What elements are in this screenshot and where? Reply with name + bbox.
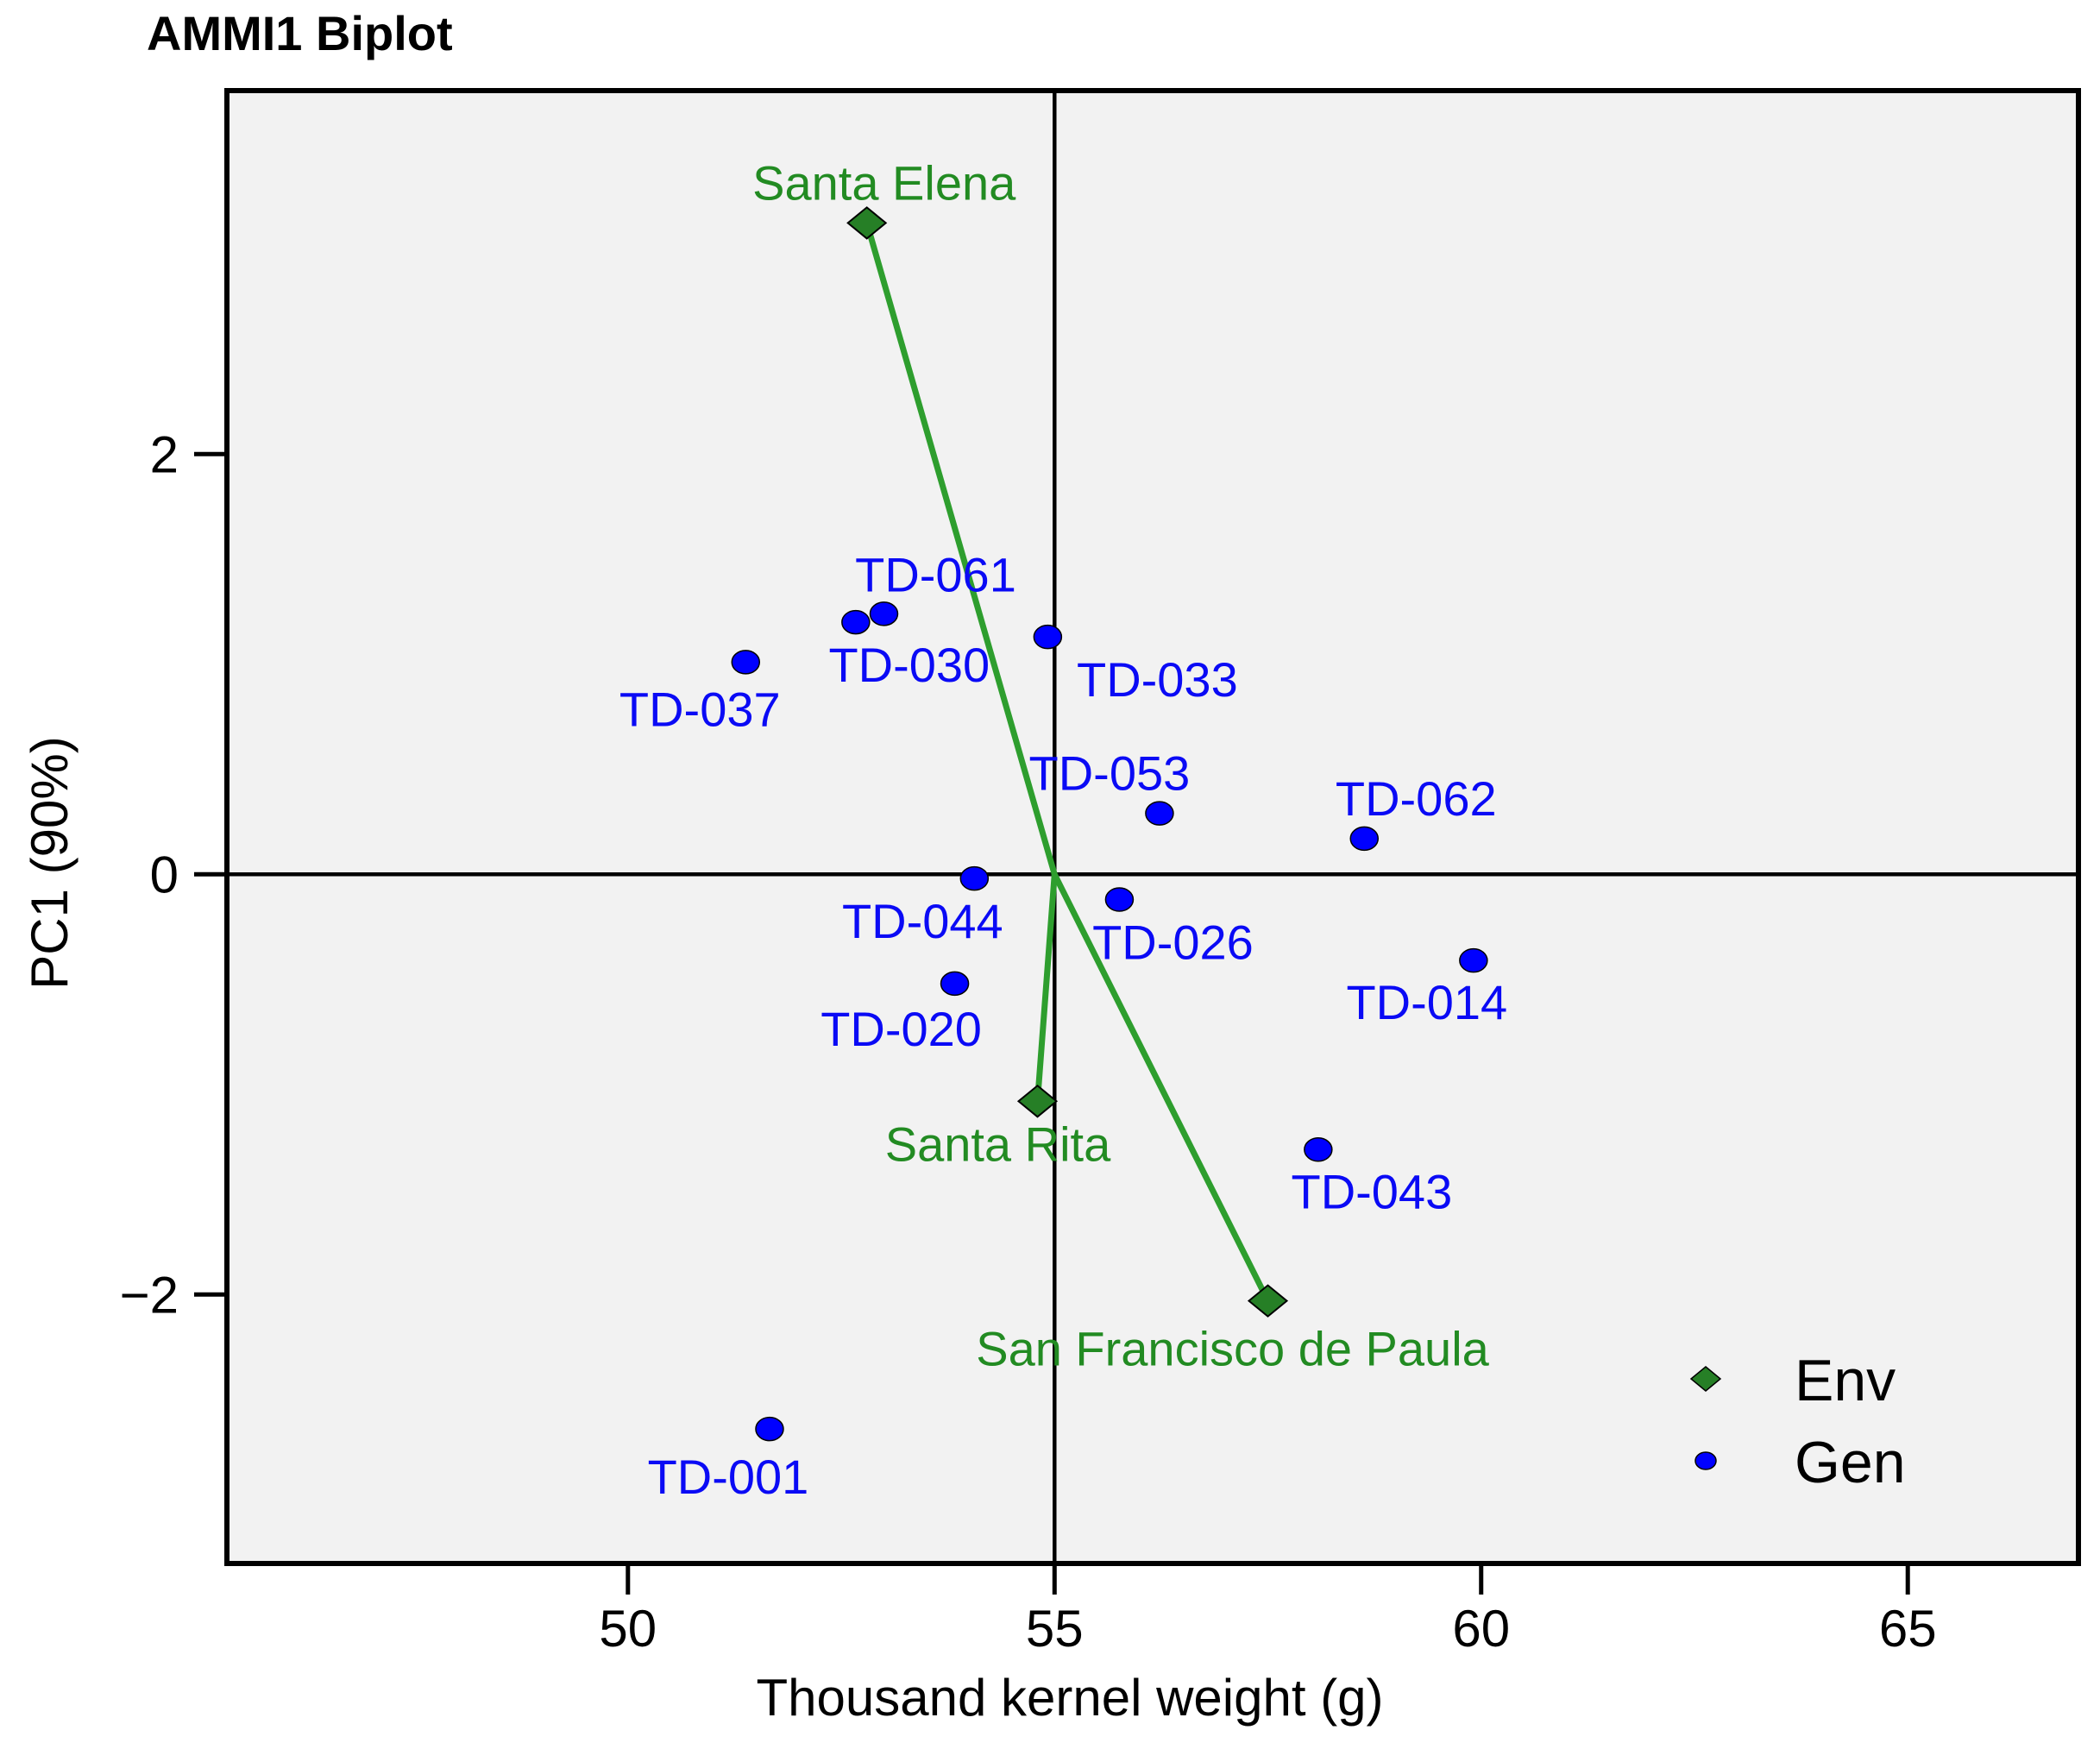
gen-marker bbox=[869, 601, 899, 626]
gen-marker bbox=[731, 650, 761, 675]
x-axis-title: Thousand kernel weight (g) bbox=[756, 1669, 1383, 1727]
legend-item-label: Gen bbox=[1795, 1430, 1906, 1495]
env-spoke-line bbox=[1034, 871, 1058, 1104]
gen-marker bbox=[1349, 826, 1380, 852]
gen-label: TD-037 bbox=[619, 682, 781, 736]
gen-label: TD-020 bbox=[821, 1002, 982, 1056]
plot-panel bbox=[227, 91, 2078, 1563]
env-label: Santa Elena bbox=[752, 155, 1016, 210]
y-tick-label: 0 bbox=[150, 846, 179, 903]
gen-marker bbox=[1104, 887, 1135, 912]
gen-label: TD-062 bbox=[1336, 771, 1497, 826]
gen-marker bbox=[940, 971, 970, 997]
panel-background bbox=[227, 91, 2078, 1563]
point-labels: Santa Elena Santa Rita San Francisco de Pa… bbox=[619, 155, 1507, 1504]
legend-gen-marker-icon bbox=[1694, 1451, 1717, 1470]
legend: Env Gen bbox=[1689, 1348, 1906, 1495]
y-tick-label: 2 bbox=[150, 425, 179, 483]
x-tick-label: 50 bbox=[599, 1600, 657, 1658]
gen-marker bbox=[755, 1416, 784, 1442]
env-spoke-line bbox=[864, 219, 1058, 878]
legend-env-marker-icon bbox=[1689, 1366, 1722, 1392]
gen-marker bbox=[959, 865, 990, 891]
reference-lines bbox=[227, 91, 2078, 1563]
y-axis-title: PC1 (90%) bbox=[21, 736, 79, 989]
env-spoke-line bbox=[1051, 871, 1272, 1305]
axis-ticks: 50 55 60 65 2 0 −2 bbox=[120, 425, 1937, 1658]
gen-label: TD-061 bbox=[855, 547, 1016, 601]
gen-marker bbox=[1304, 1137, 1333, 1162]
panel-border bbox=[224, 88, 2081, 1566]
env-label: San Francisco de Paula bbox=[976, 1322, 1489, 1376]
env-marker bbox=[1016, 1084, 1059, 1118]
gen-label: TD-014 bbox=[1346, 975, 1507, 1029]
env-marker bbox=[846, 206, 888, 240]
gen-label: TD-001 bbox=[648, 1450, 809, 1504]
gen-label: TD-053 bbox=[1029, 746, 1191, 801]
gen-label: TD-026 bbox=[1092, 915, 1254, 970]
x-tick-label: 60 bbox=[1452, 1600, 1510, 1658]
y-tick-label: −2 bbox=[120, 1266, 179, 1324]
env-label: Santa Rita bbox=[885, 1117, 1111, 1171]
gen-marker bbox=[1459, 947, 1488, 973]
environment-spokes bbox=[864, 219, 1272, 1305]
gen-label: TD-044 bbox=[842, 894, 1003, 948]
gen-label: TD-043 bbox=[1291, 1164, 1452, 1218]
x-tick-label: 55 bbox=[1026, 1600, 1084, 1658]
legend-item-label: Env bbox=[1795, 1348, 1896, 1413]
gen-label: TD-030 bbox=[828, 638, 990, 692]
gen-marker bbox=[1033, 624, 1063, 650]
plot-frame bbox=[224, 88, 2081, 1566]
gen-marker bbox=[841, 609, 871, 635]
env-marker bbox=[1247, 1284, 1289, 1318]
data-points bbox=[731, 206, 1488, 1442]
gen-label: TD-033 bbox=[1077, 652, 1238, 707]
chart-title: AMMI1 Biplot bbox=[147, 6, 453, 60]
gen-marker bbox=[1145, 801, 1174, 826]
x-tick-label: 65 bbox=[1879, 1600, 1937, 1658]
